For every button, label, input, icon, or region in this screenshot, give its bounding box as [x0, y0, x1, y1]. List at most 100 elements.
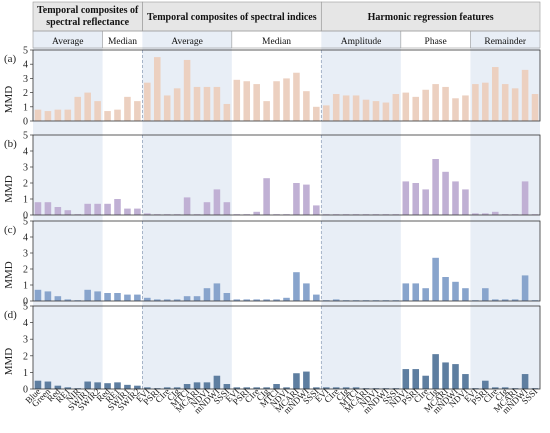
bar [501, 387, 509, 389]
bar [94, 382, 101, 389]
bar [84, 381, 91, 389]
bar [422, 375, 429, 389]
bar [462, 189, 469, 215]
bar [84, 289, 91, 301]
bar [84, 92, 91, 121]
bar [84, 203, 91, 215]
panel-frame [32, 49, 541, 122]
y-tick-label: 4 [23, 233, 28, 244]
bar [422, 189, 429, 215]
bar [134, 385, 141, 389]
bar [313, 294, 320, 301]
bar [183, 197, 191, 215]
bar [511, 299, 519, 301]
bar [104, 293, 111, 301]
bar [521, 374, 529, 389]
bar [442, 171, 449, 215]
y-tick-label: 3 [23, 249, 28, 260]
y-tick-label: 3 [23, 335, 28, 346]
bar [382, 102, 390, 121]
x-tick-labels: BlueGreenRedRE1NIRSWIR1SWIR2RedRE1SWIR1S… [23, 386, 539, 416]
bar [263, 178, 270, 215]
bar [263, 101, 270, 121]
bar [193, 382, 201, 389]
panel-label: (a) [4, 53, 17, 65]
bar [293, 272, 300, 301]
y-tick-label: 2 [23, 88, 28, 99]
bar [173, 387, 181, 389]
bar [213, 189, 221, 215]
bar [144, 387, 151, 389]
bar [104, 203, 111, 215]
bar [243, 387, 251, 389]
bar [452, 98, 459, 121]
bar [183, 59, 191, 121]
y-axis-label: MMD [3, 175, 15, 203]
bar [511, 88, 519, 121]
bar [322, 105, 330, 121]
bar [223, 293, 231, 301]
y-axis-label: MMD [3, 261, 15, 289]
bar [432, 159, 439, 215]
y-tick-label: 5 [23, 131, 28, 142]
bar [422, 288, 429, 301]
bar [342, 95, 350, 121]
subgroup-label: Median [108, 37, 137, 47]
bar [531, 94, 539, 121]
bar [303, 91, 310, 121]
bar [521, 181, 529, 215]
panel-label: (c) [4, 224, 17, 236]
bar [253, 387, 260, 389]
bar [153, 57, 161, 121]
bar [263, 299, 270, 301]
bar [193, 86, 201, 121]
bar [392, 388, 400, 389]
bar [313, 387, 320, 389]
bar [372, 101, 380, 121]
bar [472, 84, 479, 121]
bar [213, 375, 221, 389]
bar [452, 281, 459, 301]
group-header-title: Temporal composites of [37, 5, 139, 16]
y-tick-label: 3 [23, 74, 28, 85]
bar [34, 380, 42, 389]
bar [462, 95, 469, 121]
bar [462, 374, 469, 389]
bar [233, 299, 241, 301]
bar [64, 109, 72, 121]
bar [213, 283, 221, 301]
bar [422, 89, 429, 121]
bar [482, 82, 489, 121]
bar [183, 296, 191, 301]
bar [203, 86, 211, 121]
bar [293, 373, 300, 389]
bar [163, 299, 171, 301]
bar [442, 277, 449, 301]
bar [233, 387, 241, 389]
bar [432, 354, 439, 389]
bar [243, 299, 251, 301]
bar [74, 96, 82, 121]
bar [482, 288, 489, 301]
bar [392, 94, 400, 121]
bar [332, 94, 340, 121]
bar [372, 388, 380, 389]
bar [402, 181, 410, 215]
panel-label: (d) [4, 309, 17, 321]
bar [521, 275, 529, 301]
bar [153, 299, 161, 301]
bar [54, 109, 62, 121]
bar [462, 288, 469, 301]
bar [233, 79, 241, 121]
bar [491, 211, 499, 215]
bar [124, 384, 131, 389]
bar [531, 388, 539, 389]
bar [452, 181, 459, 215]
bar [442, 86, 449, 121]
y-tick-label: 5 [23, 217, 28, 228]
bar [313, 106, 320, 121]
bar [362, 99, 370, 121]
bar [283, 387, 290, 389]
y-tick-label: 0 [23, 211, 28, 222]
